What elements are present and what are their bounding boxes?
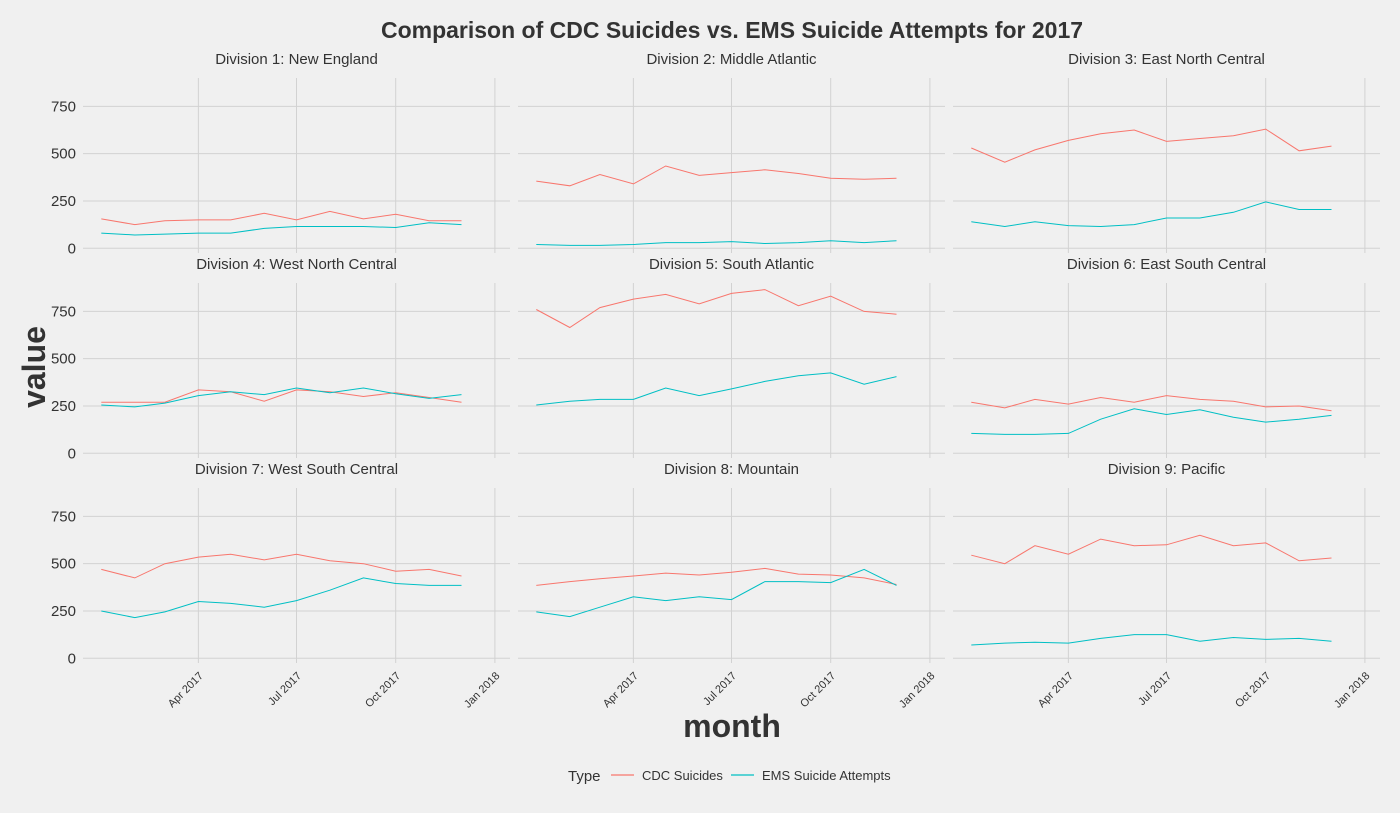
series-line-cdc-suicides bbox=[101, 553, 462, 579]
facet-strip-label: Division 2: Middle Atlantic bbox=[646, 51, 817, 68]
facet-strip-label: Division 8: Mountain bbox=[664, 461, 799, 478]
y-tick-label: 0 bbox=[68, 650, 76, 667]
facet-panel-division-1-new-england: Division 1: New England 0 250 500 750 bbox=[51, 51, 510, 257]
y-tick-label: 750 bbox=[51, 98, 76, 115]
y-tick-label: 500 bbox=[51, 146, 76, 163]
legend: Type CDC Suicides EMS Suicide Attempts bbox=[568, 768, 891, 785]
series-line-ems-suicide-attempts bbox=[971, 408, 1332, 435]
y-tick-label: 250 bbox=[51, 398, 76, 415]
series-line-ems-suicide-attempts bbox=[101, 222, 462, 236]
x-axis-title: month bbox=[683, 708, 781, 744]
facet-strip-label: Division 3: East North Central bbox=[1068, 51, 1265, 68]
y-tick-label: 750 bbox=[51, 303, 76, 320]
chart-title: Comparison of CDC Suicides vs. EMS Suici… bbox=[381, 17, 1083, 43]
series-line-cdc-suicides bbox=[536, 567, 897, 586]
y-tick-label: 250 bbox=[51, 603, 76, 620]
facet-strip-label: Division 4: West North Central bbox=[196, 256, 397, 273]
facet-strip-label: Division 5: South Atlantic bbox=[649, 256, 815, 273]
series-line-cdc-suicides bbox=[101, 389, 462, 403]
series-line-cdc-suicides bbox=[536, 165, 897, 187]
legend-label-cdc-suicides: CDC Suicides bbox=[642, 768, 723, 783]
facet-panel-division-5-south-atlantic: Division 5: South Atlantic bbox=[518, 256, 945, 458]
series-line-ems-suicide-attempts bbox=[536, 372, 897, 406]
y-tick-label: 500 bbox=[51, 351, 76, 368]
facet-panel-division-4-west-north-central: Division 4: West North Central 0 250 500 750 bbox=[51, 256, 510, 462]
y-axis-title: value bbox=[16, 326, 52, 408]
series-line-cdc-suicides bbox=[101, 210, 462, 226]
series-line-cdc-suicides bbox=[971, 128, 1332, 163]
facet-panel-division-2-middle-atlantic: Division 2: Middle Atlantic bbox=[518, 51, 945, 253]
y-tick-label: 0 bbox=[68, 240, 76, 257]
series-line-cdc-suicides bbox=[536, 289, 897, 329]
facet-panel-division-6-east-south-central: Division 6: East South Central bbox=[953, 256, 1380, 458]
y-tick-label: 0 bbox=[68, 445, 76, 462]
series-line-ems-suicide-attempts bbox=[101, 577, 462, 619]
series-line-cdc-suicides bbox=[971, 395, 1332, 412]
series-line-ems-suicide-attempts bbox=[971, 201, 1332, 228]
facet-strip-label: Division 9: Pacific bbox=[1108, 461, 1226, 478]
legend-label-ems-suicide-attempts: EMS Suicide Attempts bbox=[762, 768, 891, 783]
facet-strip-label: Division 1: New England bbox=[215, 51, 378, 68]
y-tick-label: 500 bbox=[51, 556, 76, 573]
y-tick-label: 750 bbox=[51, 508, 76, 525]
series-line-ems-suicide-attempts bbox=[536, 240, 897, 246]
facet-strip-label: Division 6: East South Central bbox=[1067, 256, 1266, 273]
series-line-cdc-suicides bbox=[971, 534, 1332, 565]
series-line-ems-suicide-attempts bbox=[536, 568, 897, 618]
legend-title: Type bbox=[568, 768, 601, 785]
facet-strip-label: Division 7: West South Central bbox=[195, 461, 398, 478]
y-tick-label: 250 bbox=[51, 193, 76, 210]
series-line-ems-suicide-attempts bbox=[101, 387, 462, 408]
series-line-ems-suicide-attempts bbox=[971, 634, 1332, 646]
facet-panel-division-3-east-north-central: Division 3: East North Central bbox=[953, 51, 1380, 253]
